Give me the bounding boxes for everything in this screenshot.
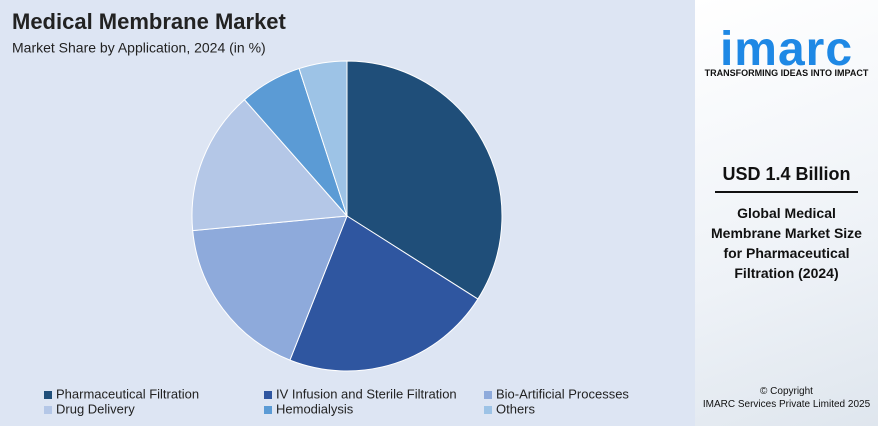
pie-slice: [191, 99, 349, 232]
pie-slice: [289, 215, 479, 372]
legend-swatch: [264, 406, 272, 414]
legend-label: Drug Delivery: [56, 401, 135, 416]
legend-swatch: [264, 391, 272, 399]
chart: Medical Membrane Market Market Share by …: [12, 9, 629, 417]
legend-swatch: [484, 391, 492, 399]
legend-swatch: [484, 406, 492, 414]
pie-slice: [192, 215, 348, 361]
brand-logo: imarc: [719, 23, 854, 76]
legend-label: Others: [496, 401, 536, 416]
legend-swatch: [44, 391, 52, 399]
legend-label: Bio-Artificial Processes: [496, 386, 629, 401]
copyright: © Copyright: [760, 386, 813, 397]
legend-label: Hemodialysis: [276, 401, 354, 416]
pie-slice: [346, 60, 503, 300]
legend-swatch: [44, 406, 52, 414]
pie-slice: [298, 60, 348, 217]
legend-label: Pharmaceutical Filtration: [56, 386, 199, 401]
stat-description: Global Medical Membrane Market Size for …: [711, 205, 862, 281]
stat-value: USD 1.4 Billion: [715, 164, 858, 193]
sidebar: imarc TRANSFORMING IDEAS INTO IMPACT USD…: [695, 0, 878, 426]
chart-subtitle: Market Share by Application, 2024 (in %): [12, 40, 266, 56]
chart-title: Medical Membrane Market: [12, 9, 287, 34]
tagline: TRANSFORMING IDEAS INTO IMPACT: [704, 68, 869, 78]
legend-label: IV Infusion and Sterile Filtration: [276, 386, 457, 401]
company: IMARC Services Private Limited 2025: [702, 399, 871, 410]
